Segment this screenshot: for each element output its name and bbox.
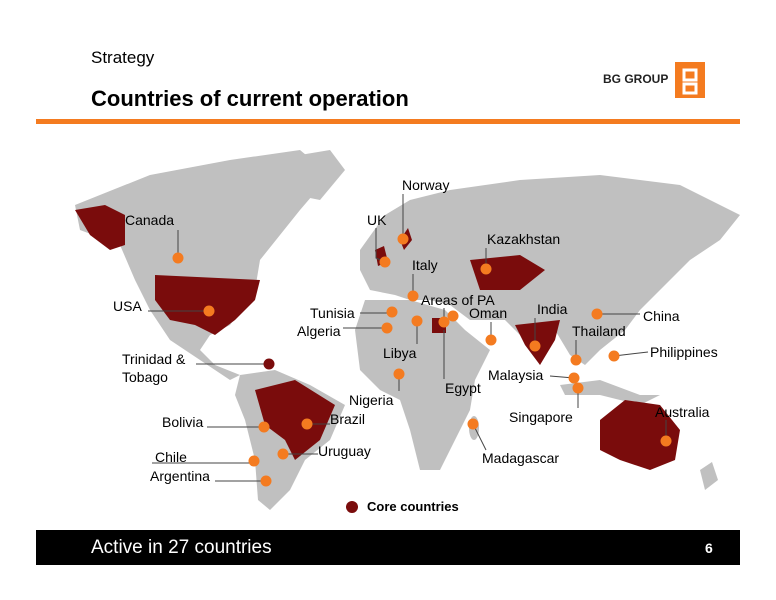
- location-dot: [260, 475, 272, 487]
- country-label: Nigeria: [349, 392, 394, 408]
- location-dot: [386, 306, 398, 318]
- country-label: UK: [367, 212, 387, 228]
- country-label: Uruguay: [318, 443, 371, 459]
- country-label: Argentina: [150, 468, 210, 484]
- logo-glyph: [682, 68, 698, 95]
- location-dot: [438, 316, 450, 328]
- world-map: [75, 150, 740, 510]
- location-dot: [172, 252, 184, 264]
- location-dot: [485, 334, 497, 346]
- location-dot: [660, 435, 672, 447]
- country-label: Philippines: [650, 344, 718, 360]
- location-dot: [467, 418, 479, 430]
- location-dot: [258, 421, 270, 433]
- logo-text: BG GROUP: [603, 72, 669, 86]
- country-label: Thailand: [572, 323, 626, 339]
- location-dot: [248, 455, 260, 467]
- location-dot: [447, 310, 459, 322]
- country-label: Canada: [125, 212, 175, 228]
- slide-title: Countries of current operation: [91, 86, 409, 111]
- section-label: Strategy: [91, 48, 155, 67]
- country-label: India: [537, 301, 568, 317]
- location-dot: [411, 315, 423, 327]
- location-dot: [407, 290, 419, 302]
- location-dot: [529, 340, 541, 352]
- country-label: China: [643, 308, 680, 324]
- country-label: Egypt: [445, 380, 481, 396]
- legend-swatch: [346, 501, 358, 513]
- country-label: Tunisia: [310, 305, 355, 321]
- location-dot: [591, 308, 603, 320]
- location-dot: [397, 233, 409, 245]
- country-label: Singapore: [509, 409, 573, 425]
- country-label: Libya: [383, 345, 417, 361]
- country-label: USA: [113, 298, 142, 314]
- country-label: Brazil: [330, 411, 366, 427]
- location-dot: [277, 448, 289, 460]
- country-label: Malaysia: [488, 367, 544, 383]
- location-dot: [381, 322, 393, 334]
- page-number: 6: [705, 540, 713, 556]
- country-label: Madagascar: [482, 450, 560, 466]
- leader-line: [613, 351, 649, 357]
- country-label: Oman: [469, 305, 508, 321]
- location-dot: [480, 263, 492, 275]
- location-dot: [203, 305, 215, 317]
- location-dot: [301, 418, 313, 430]
- footer-bar: [36, 530, 740, 565]
- location-dot: [263, 358, 275, 370]
- legend-label: Core countries: [367, 499, 459, 514]
- markers: [148, 194, 672, 487]
- country-label: Bolivia: [162, 414, 204, 430]
- footer-text: Active in 27 countries: [91, 537, 272, 558]
- country-label: Italy: [412, 257, 438, 273]
- country-label: Norway: [402, 177, 450, 193]
- country-label: Areas of PA: [421, 292, 495, 308]
- country-label: Australia: [655, 404, 710, 420]
- location-dot: [608, 350, 620, 362]
- country-label: Algeria: [297, 323, 341, 339]
- country-label: Kazakhstan: [487, 231, 561, 247]
- location-dot: [568, 372, 580, 384]
- country-label: Chile: [155, 449, 187, 465]
- location-dot: [393, 368, 405, 380]
- title-rule: [36, 119, 740, 124]
- country-label: Trinidad & Tobago: [122, 351, 186, 385]
- location-dot: [570, 354, 582, 366]
- location-dot: [572, 382, 584, 394]
- location-dot: [379, 256, 391, 268]
